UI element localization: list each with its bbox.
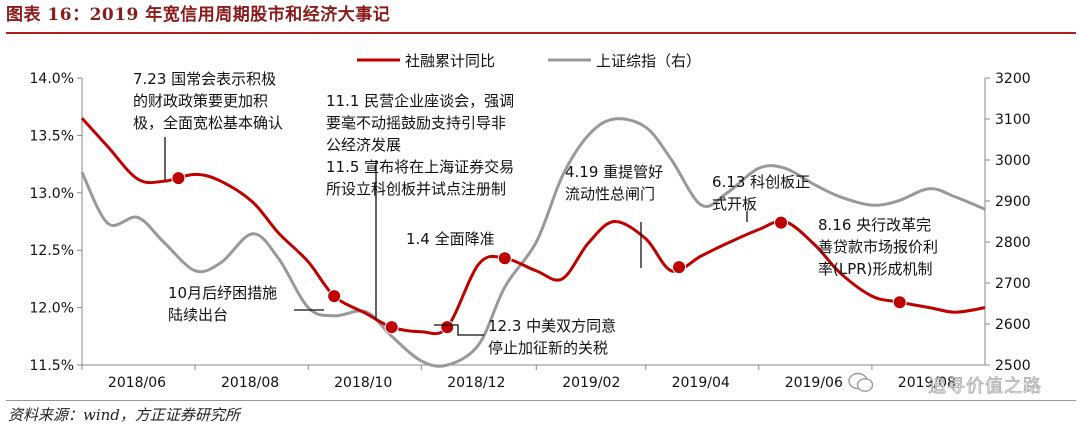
x-tick-label: 2019/02 <box>562 375 620 391</box>
annotation-text: 11.1 民营企业座谈会，强调要毫不动摇鼓励支持引导非公经济发展 <box>326 92 514 154</box>
annotation-line: 11.5 宣布将在上海证券交易 <box>326 158 514 176</box>
left-tick-label: 14.0% <box>30 71 74 87</box>
annotation-line: 极，全面宽松基本确认 <box>133 114 283 132</box>
right-tick-label: 2700 <box>995 276 1031 292</box>
right-tick-label: 2800 <box>995 235 1031 251</box>
event-marker <box>892 295 907 310</box>
annotation-text: 6.13 科创板正式开板 <box>712 173 810 213</box>
annotation-leader <box>434 324 484 336</box>
annotation-text: 4.19 重提管好流动性总闸门 <box>565 163 663 203</box>
annotation-line: 陆续出台 <box>168 306 228 324</box>
right-tick-label: 3000 <box>995 153 1031 169</box>
annotation-line: 6.13 科创板正 <box>712 173 810 191</box>
annotation-text: 8.16 央行改革完善贷款市场报价利率(LPR)形成机制 <box>818 216 938 278</box>
annotation-line: 的财政政策要更加积 <box>133 92 268 110</box>
chart: 11.5% 12.0% 12.5% 13.0% 13.5% 14.0% 2500 2600 27… <box>30 52 1031 391</box>
annotation-line: 公经济发展 <box>326 136 401 154</box>
annotation-line: 要毫不动摇鼓励支持引导非 <box>326 114 506 132</box>
x-tick-label: 2019/04 <box>672 375 730 391</box>
annotation-line: 式开板 <box>712 195 757 213</box>
left-tick-label: 13.0% <box>30 186 74 202</box>
annotation-line: 10月后纾困措施 <box>168 284 277 302</box>
event-marker <box>327 289 342 304</box>
source-rule <box>6 400 1076 401</box>
annotation-line: 1.4 全面降准 <box>406 230 495 248</box>
annotation-text: 1.4 全面降准 <box>406 230 495 248</box>
right-tick-label: 3100 <box>995 112 1031 128</box>
x-tick-label: 2018/06 <box>108 375 166 391</box>
annotation-text: 7.23 国常会表示积极的财政政策要更加积极，全面宽松基本确认 <box>133 70 283 132</box>
x-tick-label: 2019/06 <box>785 375 843 391</box>
series-line-shanghai-index <box>80 117 986 368</box>
event-marker <box>440 320 455 335</box>
source-note: 资料来源：wind，方正证券研究所 <box>8 406 240 424</box>
legend-label-shanghai-index: 上证综指（右） <box>596 52 701 70</box>
annotation-line: 善贷款市场报价利 <box>818 238 938 256</box>
right-tick-label: 3200 <box>995 71 1031 87</box>
event-marker <box>672 260 687 275</box>
x-tick-label: 2018/10 <box>334 375 392 391</box>
annotation-line: 4.19 重提管好 <box>565 163 663 181</box>
right-tick-label: 2600 <box>995 317 1031 333</box>
right-tick-label: 2500 <box>995 358 1031 374</box>
annotation-line: 流动性总闸门 <box>565 185 655 203</box>
legend-label-social-financing: 社融累计同比 <box>405 52 495 70</box>
x-tick-label: 2018/12 <box>447 375 505 391</box>
annotation-text: 11.5 宣布将在上海证券交易所设立科创板并试点注册制 <box>326 158 514 198</box>
wechat-icon <box>848 372 874 392</box>
annotation-text: 10月后纾困措施陆续出台 <box>168 284 277 324</box>
left-tick-label: 12.0% <box>30 301 74 317</box>
annotation-line: 所设立科创板并试点注册制 <box>326 180 506 198</box>
figure-title: 图表 16：2019 年宽信用周期股市和经济大事记 <box>6 5 391 25</box>
title-rule <box>6 32 1076 34</box>
annotation-text: 12.3 中美双方同意停止加征新的关税 <box>488 317 616 357</box>
left-tick-label: 12.5% <box>30 243 74 259</box>
watermark: 追寻价值之路 <box>928 376 1042 398</box>
annotation-line: 率(LPR)形成机制 <box>818 260 933 278</box>
annotation-line: 停止加征新的关税 <box>488 339 608 357</box>
left-tick-label: 11.5% <box>30 358 74 374</box>
annotation-line: 11.1 民营企业座谈会，强调 <box>326 92 514 110</box>
event-marker <box>171 171 186 186</box>
event-marker <box>774 215 789 230</box>
right-tick-label: 2900 <box>995 194 1031 210</box>
x-tick-label: 2019/08 <box>898 375 956 391</box>
event-marker <box>497 251 512 266</box>
annotation-line: 7.23 国常会表示积极 <box>133 70 276 88</box>
series-line-social-financing <box>80 117 986 336</box>
event-marker <box>384 320 399 335</box>
annotation-line: 8.16 央行改革完 <box>818 216 931 234</box>
x-tick-label: 2018/08 <box>221 375 279 391</box>
left-tick-label: 13.5% <box>30 128 74 144</box>
annotation-line: 12.3 中美双方同意 <box>488 317 616 335</box>
